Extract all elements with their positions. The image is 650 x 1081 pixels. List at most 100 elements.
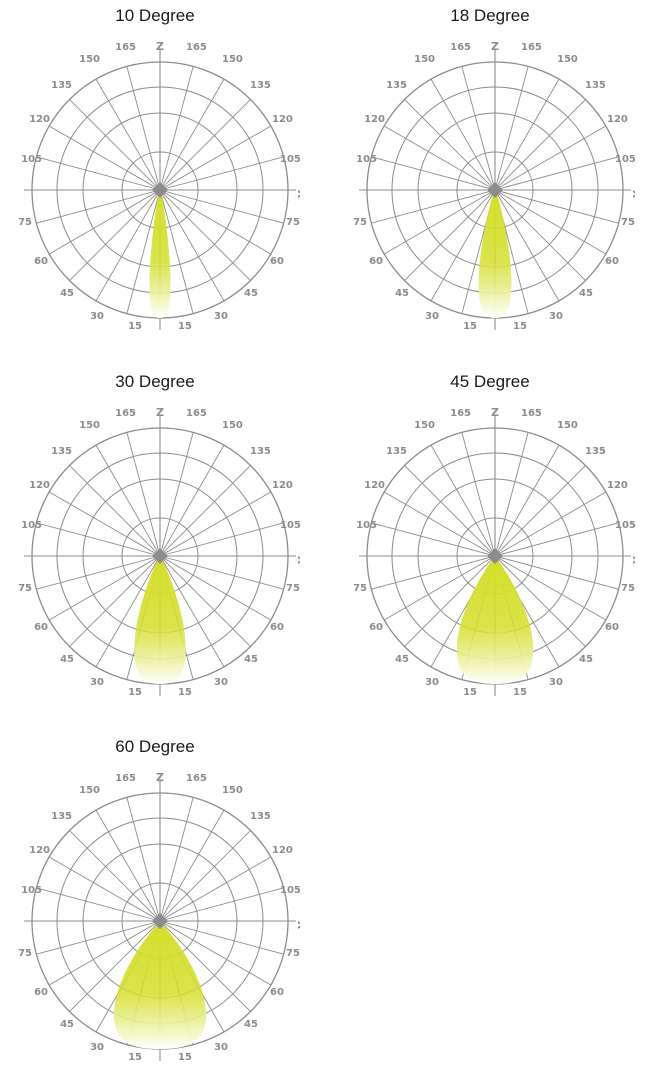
angle-tick-label: 75 [621, 583, 635, 594]
angle-tick-label: 120 [364, 114, 385, 125]
angle-tick-label: 150 [557, 420, 578, 431]
angle-tick-label: 30 [425, 311, 439, 322]
angle-tick-label: 165 [521, 42, 542, 53]
angle-tick-label: 60 [270, 256, 284, 267]
angle-tick-label: 30 [90, 311, 104, 322]
polar-plot: 165 150 135 120 105 165 150 135 120 105 75 60 45 30 15… [353, 406, 635, 698]
angle-tick-label: 150 [222, 54, 243, 65]
angle-tick-label: 120 [29, 480, 50, 491]
angle-tick-label: 165 [115, 42, 136, 53]
polar-plot: 165 150 135 120 105 165 150 135 120 105 75 60 45 30 15… [18, 40, 300, 332]
angle-tick-label: 120 [272, 114, 293, 125]
angle-tick-label: 60 [605, 256, 619, 267]
angle-tick-label: 15 [178, 687, 192, 698]
angle-tick-label: 105 [21, 885, 42, 896]
angle-tick-label: 60 [369, 622, 383, 633]
angle-tick-label: 105 [356, 520, 377, 531]
angle-tick-label: 30 [425, 677, 439, 688]
angle-tick-label: 45 [244, 1019, 258, 1030]
polar-plot: 165 150 135 120 105 165 150 135 120 105 75 60 45 30 15… [18, 406, 300, 698]
angle-tick-label: 30 [90, 1042, 104, 1053]
angle-tick-label: 135 [386, 80, 407, 91]
x-axis-label: X [295, 190, 300, 199]
angle-tick-label: 150 [222, 420, 243, 431]
angle-tick-label: 135 [585, 446, 606, 457]
angle-tick-label: 30 [549, 311, 563, 322]
center-marker [152, 548, 168, 564]
polar-diagram-45: 45 Degree 165 150 135 120 105 165 150 135 120 105… [345, 366, 635, 711]
angle-tick-label: 135 [250, 446, 271, 457]
angle-tick-label: 75 [18, 583, 32, 594]
angle-tick-label: 165 [115, 773, 136, 784]
angle-tick-label: 135 [250, 80, 271, 91]
angle-tick-label: 165 [186, 42, 207, 53]
angle-tick-label: 60 [605, 622, 619, 633]
angle-tick-label: 165 [186, 773, 207, 784]
angle-tick-label: 60 [34, 256, 48, 267]
angle-tick-label: 15 [513, 321, 527, 332]
beam-distribution [114, 923, 206, 1049]
angle-tick-label: 150 [557, 54, 578, 65]
angle-tick-label: 45 [60, 1019, 74, 1030]
polar-diagram-10: 10 Degree 165 150 135 120 105 165 150 135 120 105… [10, 0, 300, 345]
angle-tick-label: 75 [286, 583, 300, 594]
beam-distribution [478, 192, 512, 318]
angle-tick-label: 105 [615, 520, 635, 531]
angle-tick-label: 75 [18, 217, 32, 228]
angle-tick-label: 150 [414, 420, 435, 431]
diagram-title: 30 Degree [115, 372, 195, 391]
angle-tick-label: 75 [286, 217, 300, 228]
angle-tick-label: 135 [585, 80, 606, 91]
angle-tick-label: 60 [34, 622, 48, 633]
angle-tick-label: 75 [621, 217, 635, 228]
angle-tick-label: 120 [607, 480, 628, 491]
angle-tick-label: 15 [463, 687, 477, 698]
angle-tick-label: 135 [51, 811, 72, 822]
angle-tick-label: 30 [214, 677, 228, 688]
angle-tick-label: 75 [18, 948, 32, 959]
center-marker [152, 913, 168, 929]
angle-tick-label: 15 [178, 1052, 192, 1063]
x-axis-label: X [630, 556, 635, 565]
diagram-title: 45 Degree [450, 372, 530, 391]
center-marker [152, 182, 168, 198]
z-axis-label: Z [156, 40, 164, 53]
angle-tick-label: 15 [128, 1052, 142, 1063]
polar-plot: 165 150 135 120 105 165 150 135 120 105 75 60 45 30 15… [18, 771, 300, 1063]
angle-tick-label: 165 [521, 408, 542, 419]
angle-tick-label: 150 [79, 420, 100, 431]
angle-tick-label: 30 [90, 677, 104, 688]
polar-diagram-30: 30 Degree 165 150 135 120 105 165 150 135 120 105… [10, 366, 300, 711]
angle-tick-label: 30 [214, 311, 228, 322]
diagram-title: 10 Degree [115, 6, 195, 25]
angle-tick-label: 120 [607, 114, 628, 125]
angle-tick-label: 105 [615, 154, 635, 165]
angle-tick-label: 45 [579, 654, 593, 665]
angle-tick-label: 75 [353, 583, 367, 594]
angle-tick-label: 165 [186, 408, 207, 419]
angle-tick-label: 120 [272, 480, 293, 491]
angle-tick-label: 150 [79, 785, 100, 796]
polar-plot: 165 150 135 120 105 165 150 135 120 105 75 60 45 30 15… [353, 40, 635, 332]
diagram-title: 60 Degree [115, 737, 195, 756]
x-axis-label: X [630, 190, 635, 199]
angle-tick-label: 15 [463, 321, 477, 332]
angle-tick-label: 120 [29, 114, 50, 125]
angle-tick-label: 75 [353, 217, 367, 228]
angle-tick-label: 45 [244, 654, 258, 665]
angle-tick-label: 45 [244, 288, 258, 299]
angle-tick-label: 120 [272, 845, 293, 856]
angle-tick-label: 165 [450, 408, 471, 419]
angle-tick-label: 135 [386, 446, 407, 457]
x-axis-label: X [295, 921, 300, 930]
angle-tick-label: 45 [579, 288, 593, 299]
angle-tick-label: 45 [60, 654, 74, 665]
z-axis-label: Z [156, 771, 164, 784]
angle-tick-label: 165 [115, 408, 136, 419]
angle-tick-label: 45 [395, 288, 409, 299]
beam-distribution [456, 558, 534, 684]
polar-diagram-60: 60 Degree 165 150 135 120 105 165 150 135 120 105… [10, 731, 300, 1076]
angle-tick-label: 120 [364, 480, 385, 491]
angle-tick-label: 60 [270, 987, 284, 998]
angle-tick-label: 15 [178, 321, 192, 332]
